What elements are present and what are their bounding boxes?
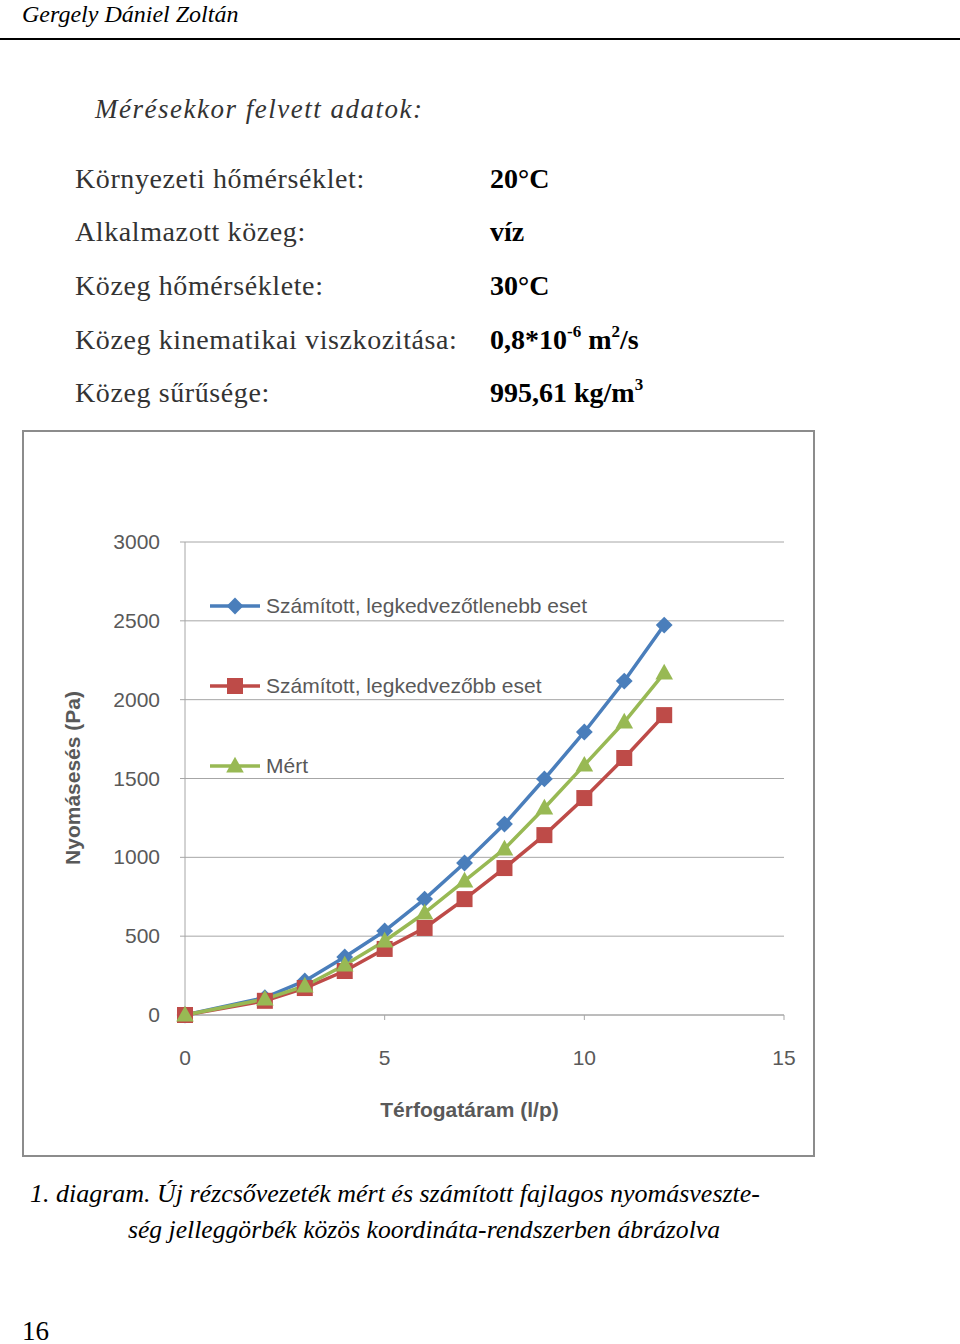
x-tick-label: 10: [573, 1046, 596, 1069]
parameter-label: Közeg sűrűsége:: [75, 377, 270, 408]
series-marker: [656, 707, 672, 723]
series-marker: [456, 872, 474, 888]
header-author: Gergely Dániel Zoltán: [22, 1, 238, 27]
y-tick: [180, 778, 185, 779]
value-text: 995,61 kg/m: [490, 377, 635, 408]
y-tick: [180, 542, 185, 543]
series-marker: [177, 1007, 194, 1024]
series-marker: [296, 977, 314, 993]
x-tick-label: 5: [379, 1046, 391, 1069]
legend-marker: [227, 678, 243, 694]
y-tick: [180, 620, 185, 621]
x-tick: [584, 1015, 585, 1020]
parameter-value: 30°C: [490, 270, 549, 301]
series-marker: [536, 799, 554, 815]
parameter-value: 20°C: [490, 163, 549, 194]
value-text: 30°C: [490, 270, 549, 301]
legend-label: Számított, legkedvezőtlenebb eset: [266, 594, 587, 617]
legend-label: Számított, legkedvezőbb eset: [266, 674, 542, 697]
series-marker: [616, 750, 632, 766]
series-marker: [615, 713, 633, 729]
value-text: m: [581, 324, 611, 355]
x-tick-label: 15: [772, 1046, 795, 1069]
value-superscript: 2: [612, 322, 621, 341]
value-text: víz: [490, 216, 524, 247]
grid-line: [185, 1015, 784, 1016]
series-marker: [417, 920, 433, 936]
series-marker: [336, 956, 354, 972]
value-text: /s: [619, 324, 639, 355]
parameter-label: Közeg kinematikai viszkozitása:: [75, 324, 457, 355]
grid-line: [185, 857, 784, 858]
y-tick-label: 3000: [113, 530, 160, 553]
series-marker: [457, 891, 473, 907]
page-number: 16: [22, 1316, 49, 1344]
series-marker: [536, 827, 552, 843]
series-marker: [655, 664, 673, 680]
parameter-value: 0,8*10-6​ m2​/s: [490, 322, 639, 355]
series-marker: [576, 724, 593, 741]
page: Gergely Dániel Zoltán Mérésekkor felvett …: [0, 0, 960, 1344]
grid-line: [185, 542, 784, 543]
y-tick-label: 2500: [113, 609, 160, 632]
series-marker: [536, 771, 553, 788]
parameter-label: Alkalmazott közeg:: [75, 216, 306, 247]
series-marker: [496, 840, 514, 856]
value-superscript: 3: [635, 375, 644, 394]
x-tick: [784, 1015, 785, 1020]
parameter-value: víz: [490, 216, 524, 247]
y-tick-label: 500: [125, 924, 160, 947]
grid-line: [185, 778, 784, 779]
series-marker: [576, 756, 594, 772]
x-tick: [384, 1015, 385, 1020]
chart-frame: [23, 431, 814, 1156]
y-tick: [180, 936, 185, 937]
y-tick-label: 1000: [113, 845, 160, 868]
value-text: 0,8*10: [490, 324, 567, 355]
series-line: [185, 673, 664, 1015]
y-axis: [185, 542, 186, 1015]
baseline-reset: ​: [643, 377, 644, 408]
grid-line: [185, 620, 784, 621]
header-rule: [0, 38, 960, 40]
caption-line: ség jelleggörbék közös koordináta-rendsz…: [128, 1216, 720, 1243]
series-marker: [416, 904, 434, 920]
series-marker: [496, 860, 512, 876]
series-marker: [176, 1006, 194, 1022]
parameter-value: 995,61 kg/m3​: [490, 375, 643, 408]
series-marker: [256, 990, 274, 1006]
legend-label: Mért: [266, 754, 308, 777]
y-tick: [180, 699, 185, 700]
caption-line: 1. diagram. Új rézcsővezeték mért és szá…: [30, 1180, 760, 1207]
series-marker: [456, 855, 473, 872]
y-tick-label: 2000: [113, 688, 160, 711]
value-superscript: -6: [567, 322, 581, 341]
series-line: [185, 625, 664, 1015]
series-line: [185, 715, 664, 1015]
series-marker: [616, 673, 633, 690]
legend-marker: [227, 598, 244, 615]
grid-line: [185, 699, 784, 700]
series-marker: [376, 932, 394, 948]
y-tick-label: 1500: [113, 767, 160, 790]
parameter-label: Környezeti hőmérséklet:: [75, 163, 365, 194]
y-axis-title: Nyomásesés (Pa): [61, 691, 84, 865]
series-marker: [576, 790, 592, 806]
plot-area: [176, 617, 673, 1024]
grid-line: [185, 936, 784, 937]
series-marker: [496, 816, 513, 833]
value-text: 20°C: [490, 163, 549, 194]
x-axis: [185, 1015, 784, 1016]
y-tick: [180, 857, 185, 858]
series-marker: [656, 617, 673, 634]
x-tick-label: 0: [179, 1046, 191, 1069]
legend-marker: [226, 757, 244, 773]
section-title: Mérésekkor felvett adatok:: [94, 94, 423, 124]
parameter-label: Közeg hőmérséklete:: [75, 270, 324, 301]
y-tick-label: 0: [148, 1003, 160, 1026]
x-axis-title: Térfogatáram (l/p): [380, 1098, 559, 1121]
